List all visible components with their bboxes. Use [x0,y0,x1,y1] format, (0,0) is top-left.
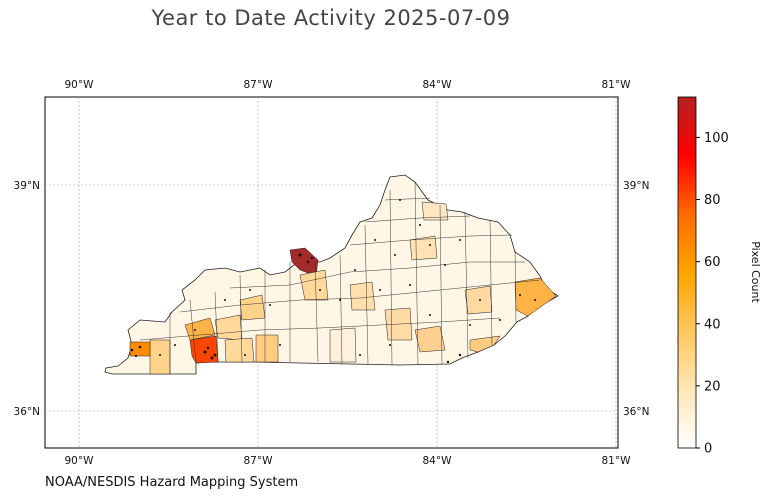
lon-tick-bottom-2: 87°W [244,455,274,467]
lon-ticks-top: 90°W 87°W 84°W 81°W [65,79,632,91]
county-western-3 [189,335,219,364]
county-northern-1 [421,201,449,221]
lon-ticks-bottom: 90°W 87°W 84°W 81°W [65,455,632,467]
colorbar [677,96,697,449]
lon-tick-top-3: 84°W [423,79,453,91]
county-eastern-1 [464,285,493,315]
lon-tick-top-1: 90°W [65,79,95,91]
lat-tick-left-2: 36°N [14,406,40,418]
detection-points [130,199,536,364]
map-title: Year to Date Activity 2025-07-09 [151,6,511,30]
colorbar-tick-label: 0 [704,442,712,457]
county-boundaries [139,181,541,374]
county-central-4 [414,325,446,353]
colorbar-tick-label: 40 [704,317,721,332]
colorbar-tick-label: 20 [704,379,721,394]
colorbar-tick-label: 60 [704,255,721,270]
county-south-2 [224,337,255,363]
lon-tick-top-4: 81°W [602,79,632,91]
graticule [45,97,618,448]
county-bluegrass-1 [409,235,438,261]
colorbar-label: Pixel Count [749,241,762,303]
colorbar-tick-label: 80 [704,193,721,208]
colorbar-ticks: 0 20 40 60 80 100 [696,131,729,457]
lat-ticks-right: 39°N 36°N [623,180,649,418]
county-western-1 [149,339,171,375]
county-central-1 [299,269,329,301]
source-credit: NOAA/NESDIS Hazard Mapping System [45,475,299,490]
lon-tick-top-2: 87°W [244,79,274,91]
county-eastern-3 [469,335,501,353]
county-central-2 [349,281,376,311]
colorbar-tick-label: 100 [704,131,729,146]
lat-tick-right-1: 39°N [623,180,649,192]
lon-tick-bottom-1: 90°W [65,455,95,467]
lat-tick-left-1: 39°N [14,180,40,192]
county-pennyrile-3 [255,334,279,363]
county-western-2 [129,341,151,357]
lat-ticks-left: 39°N 36°N [14,180,40,418]
lat-tick-right-2: 36°N [623,406,649,418]
lon-tick-bottom-3: 84°W [423,455,453,467]
county-fills [129,201,557,375]
county-south-1 [329,327,357,363]
lon-tick-bottom-4: 81°W [602,455,632,467]
